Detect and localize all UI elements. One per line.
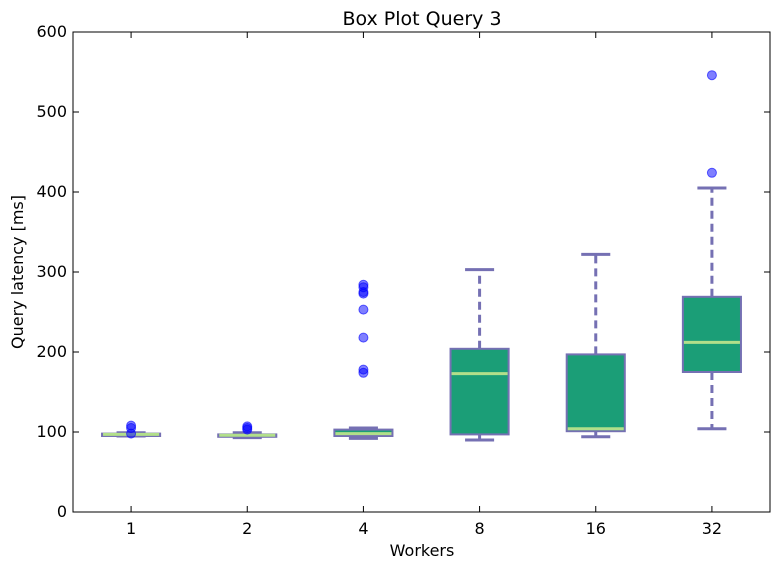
- box-group: [101, 420, 162, 439]
- box: [565, 353, 626, 433]
- plot-area: 0 100 200 300 400 500 600 1 2 4 8 16 32: [36, 22, 770, 538]
- outlier-point: [706, 70, 717, 81]
- y-tick-label: 100: [36, 422, 67, 441]
- y-axis-label: Query latency [ms]: [8, 195, 27, 349]
- box-group: [681, 70, 742, 431]
- x-tick-label: 16: [586, 519, 606, 538]
- box-group: [217, 421, 278, 440]
- x-tick-label: 8: [474, 519, 484, 538]
- outlier-point: [706, 167, 717, 178]
- y-tick-label: 600: [36, 22, 67, 41]
- outlier-point: [358, 304, 369, 315]
- y-tick-label: 500: [36, 102, 67, 121]
- outlier-point: [358, 364, 369, 375]
- outlier-point: [358, 332, 369, 343]
- box-group: [333, 279, 394, 440]
- y-tick-label: 200: [36, 342, 67, 361]
- box: [449, 347, 510, 436]
- chart-title: Box Plot Query 3: [342, 8, 501, 30]
- box-group: [449, 268, 510, 442]
- outlier-point: [242, 421, 253, 432]
- outlier-point: [126, 420, 137, 431]
- y-tick-label: 0: [57, 502, 67, 521]
- x-tick-label: 32: [702, 519, 722, 538]
- box-group: [565, 252, 626, 439]
- box: [681, 295, 742, 373]
- x-axis-label: Workers: [390, 541, 455, 560]
- x-tick-label: 2: [242, 519, 252, 538]
- x-tick-label: 1: [126, 519, 136, 538]
- y-tick-label: 300: [36, 262, 67, 281]
- y-tick-label: 400: [36, 182, 67, 201]
- x-tick-label: 4: [358, 519, 368, 538]
- plot-frame: [72, 31, 771, 513]
- outlier-point: [358, 279, 369, 290]
